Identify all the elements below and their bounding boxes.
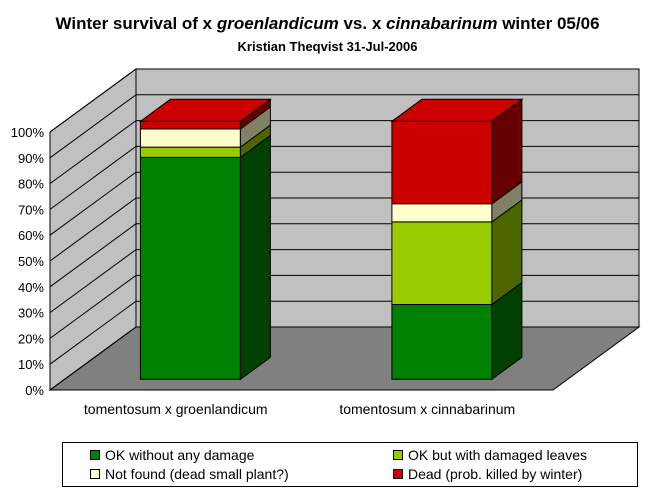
legend-swatch-not-found — [90, 469, 100, 479]
chart-subtitle: Kristian Theqvist 31-Jul-2006 — [237, 39, 418, 54]
x-axis: tomentosum x groenlandicum tomentosum x c… — [84, 401, 515, 417]
legend-item-damaged: OK but with damaged leaves — [393, 447, 587, 463]
y-tick-label: 20% — [18, 331, 44, 346]
y-tick-label: 80% — [18, 177, 44, 192]
legend: OK without any damage OK but with damage… — [62, 442, 638, 487]
legend-item-ok: OK without any damage — [90, 447, 254, 463]
x-category-label: tomentosum x cinnabarinum — [339, 401, 515, 417]
bar-segment-front — [139, 120, 241, 130]
y-tick-label: 60% — [18, 228, 44, 243]
x-category-label: tomentosum x groenlandicum — [84, 401, 268, 417]
bar-segment-front — [391, 120, 493, 205]
y-tick-label: 70% — [18, 202, 44, 217]
title-part-3: vs. x — [338, 14, 386, 33]
y-tick-label: 0% — [25, 383, 44, 398]
floor — [48, 326, 641, 391]
title-part-1: Winter survival of x — [55, 14, 217, 33]
bar-segment-front — [139, 146, 241, 158]
bar-top — [138, 98, 272, 122]
title-part-2: groenlandicum — [216, 14, 339, 33]
grid-line — [49, 94, 639, 159]
legend-swatch-damaged — [393, 450, 403, 460]
grid-line — [49, 68, 639, 133]
y-tick-label: 90% — [18, 151, 44, 166]
bar-segment-front — [391, 203, 493, 223]
bar-top — [390, 98, 524, 122]
legend-label-not-found: Not found (dead small plant?) — [105, 466, 289, 482]
legend-label-ok: OK without any damage — [105, 447, 255, 463]
bar-segment-front — [391, 304, 493, 380]
legend-swatch-dead — [393, 469, 403, 479]
y-tick-label: 40% — [18, 280, 44, 295]
legend-label-dead: Dead (prob. killed by winter) — [408, 466, 583, 482]
title-part-4: cinnabarinum — [386, 14, 498, 33]
bar-segment-front — [139, 128, 241, 148]
legend-label-damaged: OK but with damaged leaves — [408, 447, 587, 463]
chart-title: Winter survival of x groenlandicum vs. x… — [0, 14, 655, 34]
y-tick-label: 10% — [18, 357, 44, 372]
bars — [138, 98, 524, 381]
chart-walls — [48, 68, 641, 391]
y-tick-label: 50% — [18, 254, 44, 269]
bar-segment-front — [391, 221, 493, 305]
y-tick-label: 30% — [18, 306, 44, 321]
y-tick-label: 100% — [11, 125, 45, 140]
title-part-5: winter 05/06 — [497, 14, 600, 33]
legend-swatch-ok — [90, 450, 100, 460]
y-axis: 0% 10% 20% 30% 40% 50% 60% 70% 80% 90% 100% — [11, 125, 51, 398]
stacked-bar-chart: 0% 10% 20% 30% 40% 50% 60% 70% 80% 90% 100% toment… — [11, 68, 641, 417]
legend-item-not-found: Not found (dead small plant?) — [90, 466, 289, 482]
bar-segment-side — [239, 134, 271, 381]
legend-item-dead: Dead (prob. killed by winter) — [393, 466, 582, 482]
bar-segment-front — [139, 156, 241, 380]
